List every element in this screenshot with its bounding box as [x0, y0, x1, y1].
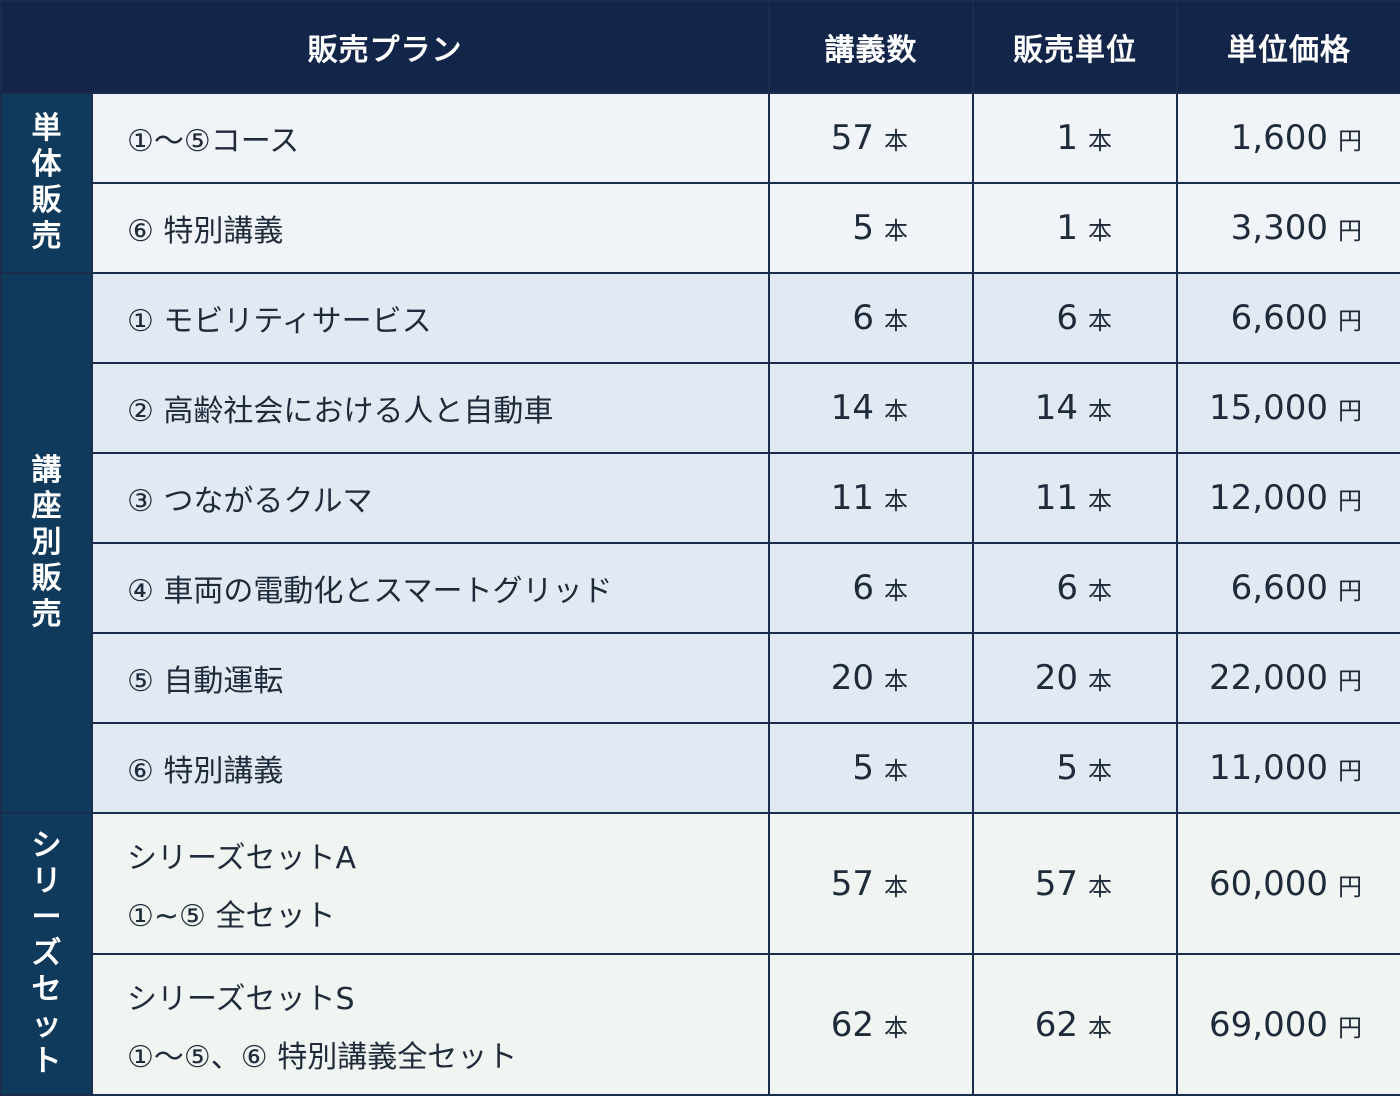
header-unit: 販売単位 — [972, 0, 1178, 94]
unit-price: 12,000 円 — [1176, 452, 1400, 544]
group-label-single: 単体販売 — [0, 92, 93, 274]
unit-price: 22,000 円 — [1176, 632, 1400, 724]
plan-name: ① モビリティサービス — [91, 272, 770, 364]
table-row: シリーズセット シリーズセットA ①~⑤ 全セット 57 本 57 本 60,000 円 — [0, 812, 1400, 1096]
header-row: 販売プラン 講義数 販売単位 単位価格 — [0, 0, 1400, 94]
header-plan: 販売プラン — [0, 0, 770, 94]
table-row: ⑤ 自動運転 20 本 20 本 22,000 円 — [1, 632, 1400, 724]
group-label-course: 講座別販売 — [0, 272, 93, 814]
lecture-count: 14 本 — [768, 362, 974, 454]
lecture-count: 62 本 — [768, 953, 974, 1096]
sales-unit: 14 本 — [972, 362, 1178, 454]
unit-price: 11,000 円 — [1176, 722, 1400, 814]
lecture-count: 57 本 — [768, 812, 974, 955]
plan-name: ⑥ 特別講義 — [91, 722, 770, 814]
sales-unit: 11 本 — [972, 452, 1178, 544]
plan-name: ② 高齢社会における人と自動車 — [91, 362, 770, 454]
table-row: シリーズセットS ①〜⑤、⑥ 特別講義全セット 62 本 62 本 69,000 円 — [1, 953, 1400, 1096]
table-row: ③ つながるクルマ 11 本 11 本 12,000 円 — [1, 452, 1400, 544]
sales-unit: 57 本 — [972, 812, 1178, 955]
plan-name: ③ つながるクルマ — [91, 452, 770, 544]
plan-name: シリーズセットS ①〜⑤、⑥ 特別講義全セット — [91, 953, 770, 1096]
header-lectures: 講義数 — [768, 0, 974, 94]
table-row: ② 高齢社会における人と自動車 14 本 14 本 15,000 円 — [1, 362, 1400, 454]
group-label-series: シリーズセット — [0, 812, 93, 1096]
sales-unit: 20 本 — [972, 632, 1178, 724]
lecture-count: 57 本 — [768, 92, 974, 184]
unit-price: 1,600 円 — [1176, 92, 1400, 184]
unit-price: 60,000 円 — [1176, 812, 1400, 955]
plan-name: ④ 車両の電動化とスマートグリッド — [91, 542, 770, 634]
unit-price: 6,600 円 — [1176, 272, 1400, 364]
unit-price: 15,000 円 — [1176, 362, 1400, 454]
sales-unit: 62 本 — [972, 953, 1178, 1096]
lecture-count: 11 本 — [768, 452, 974, 544]
header-price: 単位価格 — [1176, 0, 1400, 94]
plan-name: シリーズセットA ①~⑤ 全セット — [91, 812, 770, 955]
unit-price: 6,600 円 — [1176, 542, 1400, 634]
unit-price: 69,000 円 — [1176, 953, 1400, 1096]
unit-price: 3,300 円 — [1176, 182, 1400, 274]
plan-name: ①〜⑤コース — [91, 92, 770, 184]
plan-name: ⑥ 特別講義 — [91, 182, 770, 274]
plan-name: ⑤ 自動運転 — [91, 632, 770, 724]
lecture-count: 20 本 — [768, 632, 974, 724]
